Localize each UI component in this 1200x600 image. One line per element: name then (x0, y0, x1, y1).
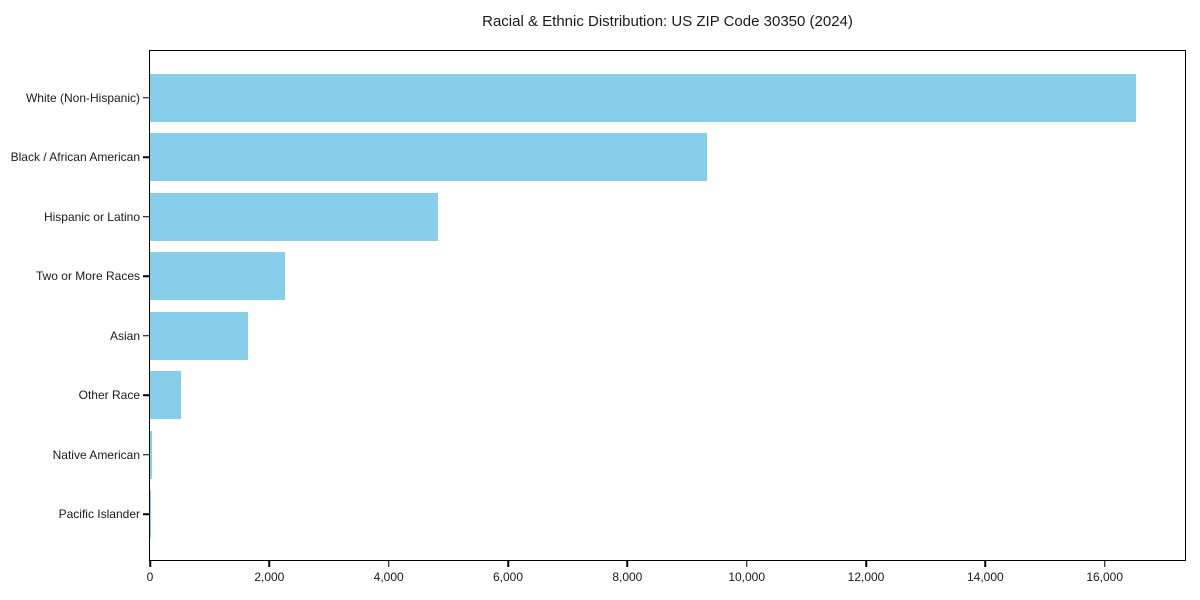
x-axis-tick-label: 4,000 (373, 570, 404, 584)
bar-row: White (Non-Hispanic) (26, 68, 1185, 128)
x-axis-tick-mark (387, 561, 390, 567)
bar-hispanic-or-latino (150, 192, 438, 241)
y-axis-label: Black / African American (10, 150, 140, 165)
y-axis-label: Asian (109, 328, 140, 343)
chart-title: Racial & Ethnic Distribution: US ZIP Cod… (482, 13, 853, 30)
bar-white-non-hispanic (150, 73, 1136, 122)
y-axis-label: Hispanic or Latino (43, 209, 140, 224)
y-axis-label: White (Non-Hispanic) (25, 90, 140, 105)
x-axis-tick-mark (984, 561, 987, 567)
bar-row: Black / African American (11, 128, 1185, 188)
x-axis-tick-mark (268, 561, 271, 567)
y-axis-tick-mark (143, 156, 149, 158)
bar-row: Other Race (79, 366, 1185, 426)
y-axis-tick-mark (143, 335, 149, 337)
bar-row: Two or More Races (36, 247, 1185, 307)
x-axis-tick-label: 6,000 (492, 570, 524, 584)
plot-area: White (Non-Hispanic) Black / African Amer… (11, 50, 1186, 584)
x-axis-tick-mark (507, 561, 509, 567)
y-axis-tick-mark (143, 513, 149, 515)
bar-native-american (150, 430, 153, 479)
x-axis-tick-label: 16,000 (1086, 570, 1124, 584)
bar-rows: White (Non-Hispanic) Black / African Amer… (11, 51, 1185, 560)
y-axis-label: Two or More Races (35, 269, 140, 284)
bar-row: Asian (110, 306, 1185, 366)
bar-pacific-islander (150, 490, 151, 539)
x-axis-tick-label: 14,000 (966, 570, 1004, 584)
x-axis-tick-mark (149, 561, 151, 567)
y-axis-tick-mark (143, 394, 149, 396)
y-axis-tick-mark (143, 216, 149, 218)
x-axis-tick-label: 12,000 (847, 570, 885, 584)
x-axis-tick-label: 0 (146, 570, 154, 584)
y-axis-label: Other Race (78, 388, 140, 403)
bar-row: Hispanic or Latino (44, 187, 1185, 247)
y-axis-label: Pacific Islander (58, 507, 140, 522)
x-axis-tick-mark (626, 561, 629, 567)
x-axis-tick-label: 8,000 (612, 570, 643, 584)
x-axis-tick-mark (865, 561, 867, 567)
x-axis-tick-label: 2,000 (254, 570, 285, 584)
x-axis-tick-label: 10,000 (728, 570, 766, 584)
bar-row: Native American (53, 425, 1185, 485)
bar-black-african-american (150, 133, 708, 182)
bar-two-or-more-races (150, 252, 285, 301)
x-axis-tick-mark (745, 561, 748, 567)
bar-other-race (150, 371, 182, 420)
bar-row: Pacific Islander (59, 485, 1185, 545)
y-axis-tick-mark (143, 454, 149, 456)
y-axis-tick-mark (143, 275, 149, 277)
x-axis-tick-mark (1103, 561, 1106, 567)
bar-asian (150, 311, 249, 360)
y-axis-tick-mark (143, 97, 149, 99)
y-axis-label: Native American (52, 447, 140, 462)
